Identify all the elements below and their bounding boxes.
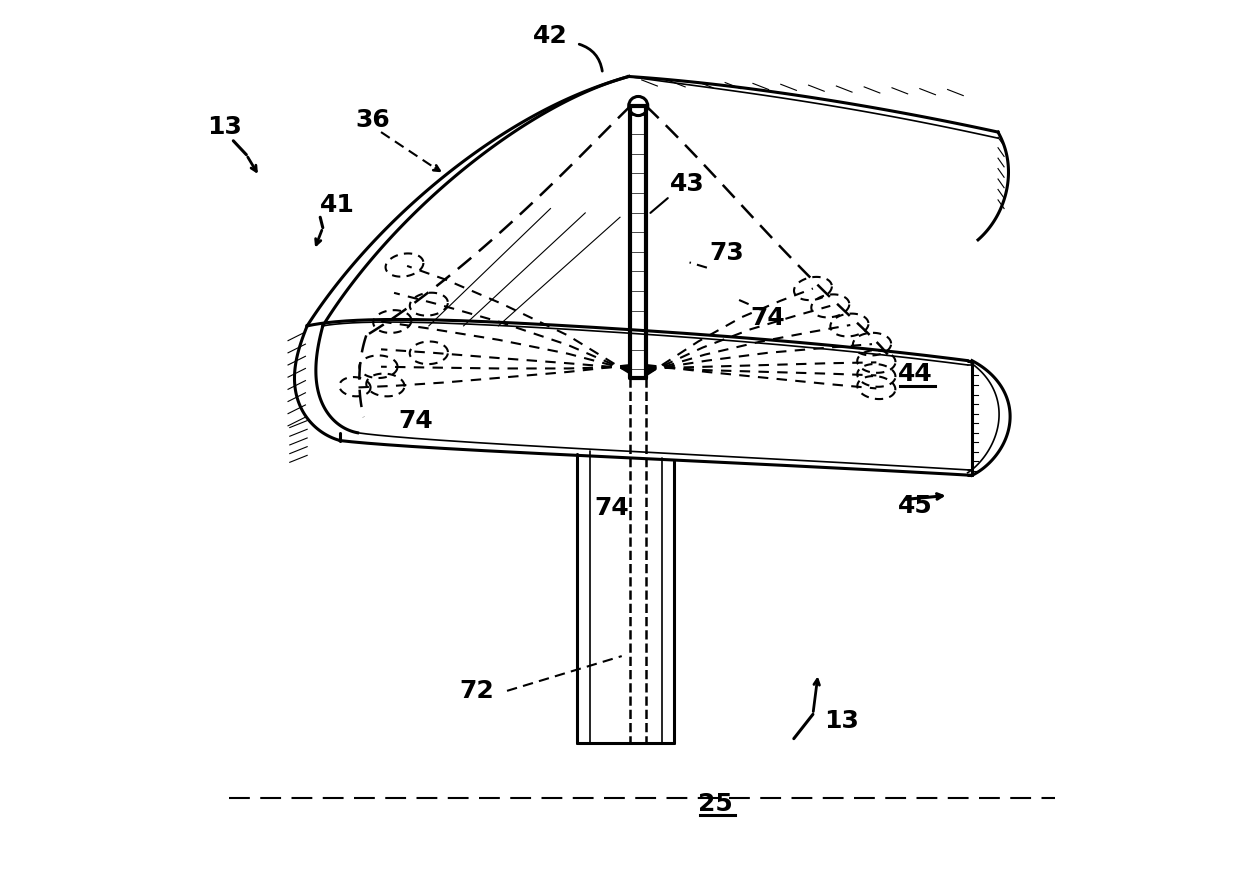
Text: 74: 74 (398, 409, 433, 434)
Text: 74: 74 (750, 306, 785, 330)
Text: 44: 44 (898, 362, 932, 386)
Text: 45: 45 (898, 494, 932, 518)
Text: 43: 43 (671, 171, 706, 196)
Text: 36: 36 (355, 108, 389, 132)
Text: 74: 74 (594, 496, 629, 521)
Text: 41: 41 (320, 193, 355, 217)
Text: 13: 13 (207, 115, 242, 139)
Text: 25: 25 (698, 792, 733, 816)
Text: 73: 73 (709, 241, 744, 265)
Text: 13: 13 (825, 709, 859, 733)
Text: 42: 42 (533, 24, 568, 49)
Text: 72: 72 (459, 679, 494, 703)
